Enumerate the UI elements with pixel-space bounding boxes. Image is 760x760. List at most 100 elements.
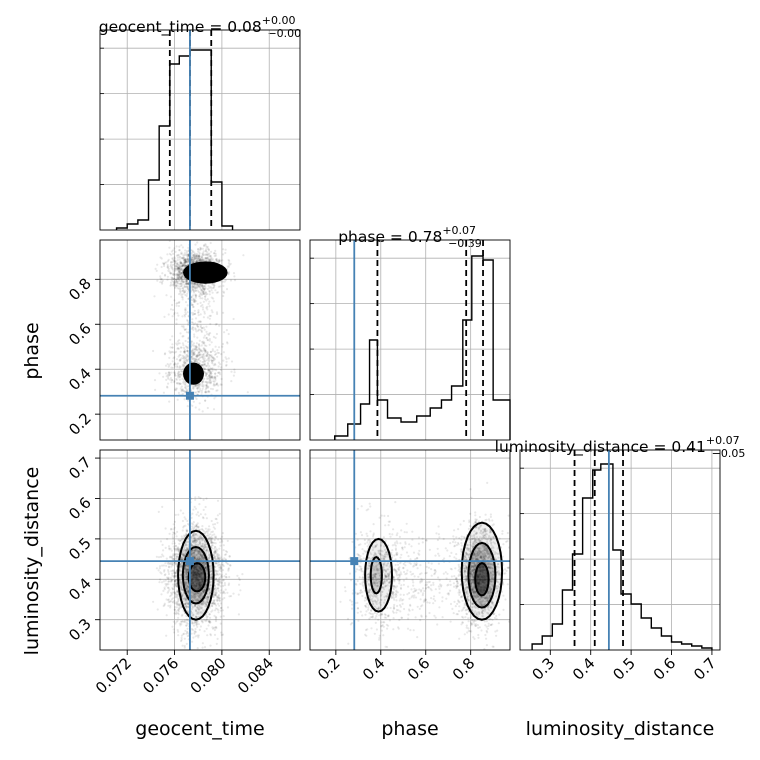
sample-point bbox=[222, 591, 225, 594]
sample-point bbox=[195, 566, 199, 569]
sample-point bbox=[204, 565, 207, 568]
sample-point bbox=[181, 363, 184, 366]
sample-point bbox=[214, 562, 218, 565]
sample-point bbox=[215, 642, 218, 646]
sample-point bbox=[228, 259, 231, 263]
sample-point bbox=[186, 257, 189, 260]
sample-point bbox=[185, 354, 188, 357]
sample-point bbox=[199, 328, 202, 332]
sample-point bbox=[167, 371, 170, 374]
sample-point bbox=[186, 578, 189, 581]
sample-point bbox=[198, 552, 202, 555]
sample-point bbox=[218, 371, 221, 374]
sample-point bbox=[168, 561, 171, 564]
sample-point bbox=[182, 259, 186, 262]
sample-point bbox=[192, 534, 195, 537]
sample-point bbox=[179, 540, 182, 543]
sample-point bbox=[204, 244, 207, 247]
sample-point bbox=[173, 247, 176, 250]
sample-point bbox=[202, 252, 205, 255]
sample-point bbox=[197, 569, 200, 572]
sample-point bbox=[204, 287, 207, 290]
sample-point bbox=[174, 557, 177, 560]
sample-point bbox=[164, 579, 167, 582]
sample-point bbox=[220, 573, 223, 577]
sample-point bbox=[186, 350, 189, 353]
sample-point bbox=[175, 280, 178, 283]
sample-point bbox=[172, 371, 176, 374]
sample-point bbox=[200, 285, 203, 288]
sample-point bbox=[167, 569, 170, 572]
sample-point bbox=[196, 323, 199, 326]
sample-point bbox=[208, 293, 211, 296]
sample-point bbox=[213, 541, 216, 545]
sample-point bbox=[205, 549, 208, 552]
sample-point bbox=[192, 387, 195, 390]
sample-point bbox=[183, 264, 186, 267]
sample-point bbox=[184, 262, 187, 265]
sample-point bbox=[219, 368, 223, 371]
sample-point bbox=[211, 601, 214, 605]
sample-point bbox=[200, 603, 204, 606]
sample-point bbox=[204, 605, 207, 608]
sample-point bbox=[178, 375, 181, 378]
sample-point bbox=[198, 574, 201, 577]
sample-point bbox=[191, 355, 194, 358]
sample-point bbox=[193, 584, 196, 587]
sample-point bbox=[182, 355, 185, 358]
sample-point bbox=[193, 312, 196, 315]
sample-point bbox=[201, 646, 204, 649]
sample-point bbox=[179, 581, 182, 585]
sample-point bbox=[197, 390, 200, 393]
sample-point bbox=[184, 289, 187, 292]
sample-point bbox=[164, 372, 168, 375]
sample-point bbox=[246, 391, 249, 394]
sample-point bbox=[208, 343, 211, 346]
sample-point bbox=[165, 378, 168, 381]
sample-point bbox=[177, 282, 180, 285]
sample-point bbox=[172, 531, 176, 535]
sample-point bbox=[177, 274, 180, 277]
sample-point bbox=[199, 540, 202, 543]
sample-point bbox=[199, 305, 203, 308]
sample-point bbox=[230, 360, 234, 363]
sample-point bbox=[203, 562, 206, 565]
sample-point bbox=[186, 589, 189, 593]
sample-point bbox=[193, 574, 196, 577]
sample-point bbox=[191, 303, 194, 307]
sample-point bbox=[198, 285, 201, 288]
sample-point bbox=[158, 372, 161, 375]
sample-point bbox=[208, 381, 211, 384]
sample-point bbox=[200, 602, 204, 605]
sample-point bbox=[176, 272, 179, 275]
sample-point bbox=[191, 357, 194, 360]
sample-point bbox=[172, 280, 175, 283]
sample-point bbox=[171, 335, 174, 338]
sample-point bbox=[197, 651, 199, 653]
sample-point bbox=[176, 619, 179, 622]
density-region bbox=[194, 262, 221, 274]
title-luminosity-distance: luminosity_distance = 0.41+0.07 −0.05 bbox=[495, 434, 746, 460]
sample-point bbox=[197, 615, 200, 618]
sample-point bbox=[203, 370, 206, 373]
sample-point bbox=[197, 358, 200, 361]
sample-point bbox=[190, 299, 193, 302]
sample-point bbox=[199, 297, 202, 300]
sample-point bbox=[193, 570, 196, 573]
sample-point bbox=[197, 526, 200, 529]
sample-point bbox=[198, 257, 201, 261]
sample-point bbox=[213, 562, 216, 565]
sample-point bbox=[182, 357, 185, 360]
sample-point bbox=[222, 615, 225, 618]
sample-point bbox=[192, 258, 195, 262]
sample-point bbox=[170, 265, 174, 268]
sample-point bbox=[170, 381, 173, 384]
sample-point bbox=[208, 377, 211, 380]
sample-point bbox=[196, 575, 199, 578]
sample-point bbox=[182, 344, 185, 347]
sample-point bbox=[186, 255, 189, 259]
sample-point bbox=[183, 285, 186, 288]
sample-point bbox=[203, 342, 206, 345]
sample-point bbox=[226, 342, 229, 345]
sample-point bbox=[200, 293, 203, 297]
